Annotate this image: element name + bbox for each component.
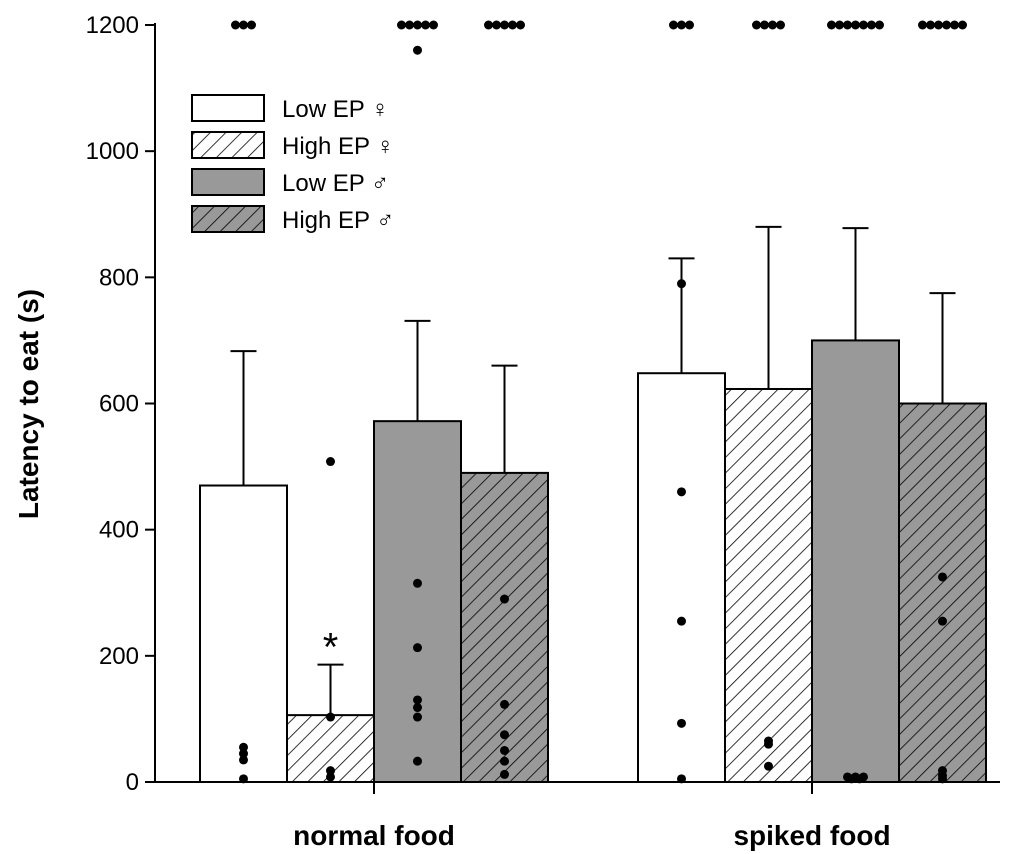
data-point xyxy=(938,616,947,626)
data-point xyxy=(918,20,927,30)
data-point xyxy=(835,20,844,30)
data-point xyxy=(776,20,785,30)
y-tick-label: 600 xyxy=(99,391,139,418)
data-point xyxy=(938,774,947,784)
data-point xyxy=(500,594,509,604)
legend-swatch xyxy=(191,205,265,233)
data-point xyxy=(326,772,335,782)
y-tick-label: 200 xyxy=(99,643,139,670)
legend: Low EP ♀ High EP ♀ Low EP ♂ High EP ♂ xyxy=(191,94,394,234)
data-point xyxy=(760,20,769,30)
data-point xyxy=(239,742,248,752)
data-point xyxy=(500,730,509,740)
data-point xyxy=(500,769,509,779)
data-point xyxy=(677,718,686,728)
data-point xyxy=(326,712,335,722)
data-point xyxy=(421,20,430,30)
data-points xyxy=(231,20,967,784)
data-point xyxy=(508,20,517,30)
data-point xyxy=(677,20,686,30)
data-point xyxy=(484,20,493,30)
data-point xyxy=(942,20,951,30)
significance-star: * xyxy=(323,626,339,670)
y-axis-title: Latency to eat (s) xyxy=(13,289,44,519)
data-point xyxy=(429,20,438,30)
data-point xyxy=(500,20,509,30)
data-point xyxy=(847,774,856,784)
data-point xyxy=(875,20,884,30)
bars xyxy=(199,339,987,783)
data-point xyxy=(247,20,256,30)
data-point xyxy=(685,20,694,30)
y-tick-label: 800 xyxy=(99,264,139,291)
data-point xyxy=(500,745,509,755)
data-point xyxy=(239,20,248,30)
y-tick-label: 400 xyxy=(99,517,139,544)
data-point xyxy=(843,20,852,30)
data-point xyxy=(413,20,422,30)
data-point xyxy=(231,20,240,30)
data-point xyxy=(958,20,967,30)
data-point xyxy=(239,774,248,784)
data-point xyxy=(492,20,501,30)
data-point xyxy=(413,756,422,766)
data-point xyxy=(413,45,422,55)
legend-swatch xyxy=(191,131,265,159)
x-axis: normal food spiked food xyxy=(155,781,1000,851)
data-point xyxy=(669,20,678,30)
data-point xyxy=(764,761,773,771)
data-point xyxy=(926,20,935,30)
data-point xyxy=(677,616,686,626)
data-point xyxy=(397,20,406,30)
data-point xyxy=(413,578,422,588)
data-point xyxy=(413,703,422,713)
legend-swatch xyxy=(191,94,265,122)
data-point xyxy=(950,20,959,30)
data-point xyxy=(326,457,335,467)
y-tick-label: 1000 xyxy=(86,138,139,165)
data-point xyxy=(752,20,761,30)
data-point xyxy=(934,20,943,30)
data-point xyxy=(405,20,414,30)
legend-label: High EP ♂ xyxy=(282,207,394,234)
data-point xyxy=(827,20,836,30)
data-point xyxy=(413,712,422,722)
y-axis: 0 200 400 600 800 1000 1200 xyxy=(86,12,156,796)
data-point xyxy=(500,756,509,766)
data-point xyxy=(867,20,876,30)
bar xyxy=(199,484,288,783)
data-point xyxy=(677,279,686,289)
data-point xyxy=(855,774,864,784)
x-category-label: normal food xyxy=(293,820,455,851)
data-point xyxy=(768,20,777,30)
bar xyxy=(724,387,813,783)
bar xyxy=(637,372,726,783)
legend-swatch xyxy=(191,168,265,196)
data-point xyxy=(326,766,335,776)
data-point xyxy=(239,749,248,759)
y-tick-label: 1200 xyxy=(86,12,139,39)
error-bars xyxy=(230,225,956,716)
legend-label: High EP ♀ xyxy=(282,133,394,160)
bar xyxy=(898,402,987,783)
legend-label: Low EP ♀ xyxy=(282,96,389,123)
x-category-label: spiked food xyxy=(733,820,890,851)
data-point xyxy=(500,699,509,709)
data-point xyxy=(516,20,525,30)
data-point xyxy=(413,643,422,653)
data-point xyxy=(938,572,947,582)
data-point xyxy=(677,774,686,784)
y-tick-label: 0 xyxy=(126,769,139,796)
data-point xyxy=(239,755,248,765)
bar xyxy=(373,420,462,783)
data-point xyxy=(413,695,422,705)
data-point xyxy=(851,20,860,30)
data-point xyxy=(859,20,868,30)
data-point xyxy=(764,739,773,749)
legend-label: Low EP ♂ xyxy=(282,170,389,197)
data-point xyxy=(677,487,686,497)
bar xyxy=(811,339,900,783)
